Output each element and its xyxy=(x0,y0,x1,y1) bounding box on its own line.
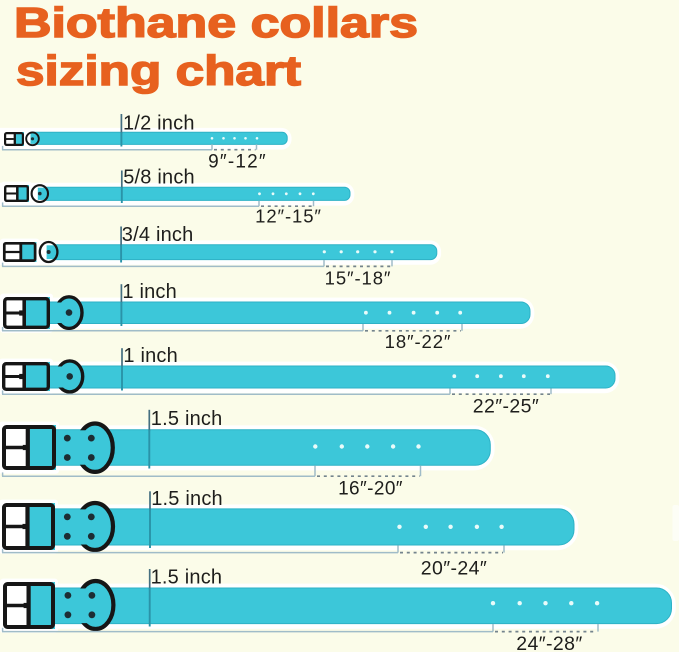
svg-text:9″-12″: 9″-12″ xyxy=(208,151,267,172)
svg-text:1/2 inch: 1/2 inch xyxy=(123,113,195,135)
svg-text:3/4 inch: 3/4 inch xyxy=(122,224,194,246)
svg-text:18″-22″: 18″-22″ xyxy=(385,331,452,352)
svg-text:15″-18″: 15″-18″ xyxy=(325,268,392,289)
svg-text:22″-25″: 22″-25″ xyxy=(473,396,539,418)
svg-text:24″-28″: 24″-28″ xyxy=(516,633,582,652)
svg-text:1.5 inch: 1.5 inch xyxy=(151,488,223,510)
svg-text:1 inch: 1 inch xyxy=(123,345,178,367)
svg-text:20″-24″: 20″-24″ xyxy=(421,558,487,580)
svg-text:12″-15″: 12″-15″ xyxy=(255,205,322,226)
svg-text:1.5 inch: 1.5 inch xyxy=(151,408,223,430)
svg-text:16″-20″: 16″-20″ xyxy=(338,478,403,499)
svg-text:sizing chart: sizing chart xyxy=(16,47,301,94)
svg-text:1.5 inch: 1.5 inch xyxy=(151,567,223,589)
svg-text:5/8 inch: 5/8 inch xyxy=(123,167,195,189)
svg-text:Biothane collars: Biothane collars xyxy=(14,0,418,46)
svg-text:1 inch: 1 inch xyxy=(122,281,177,303)
